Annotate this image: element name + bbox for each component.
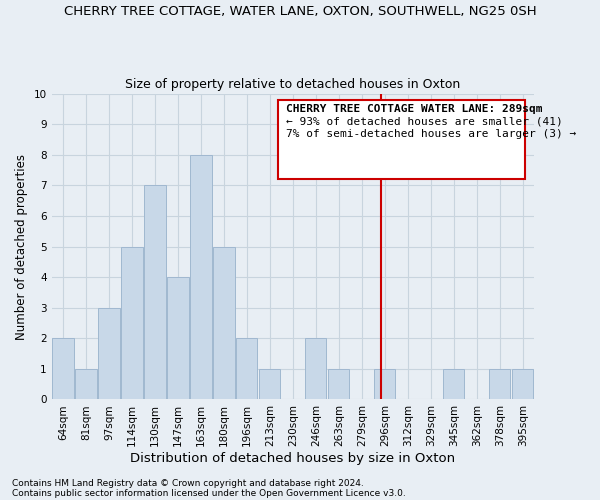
Bar — [305, 338, 326, 400]
Bar — [236, 338, 257, 400]
Text: CHERRY TREE COTTAGE, WATER LANE, OXTON, SOUTHWELL, NG25 0SH: CHERRY TREE COTTAGE, WATER LANE, OXTON, … — [64, 5, 536, 18]
Bar — [76, 369, 97, 400]
Text: Contains HM Land Registry data © Crown copyright and database right 2024.: Contains HM Land Registry data © Crown c… — [12, 478, 364, 488]
Bar — [52, 338, 74, 400]
Bar — [374, 369, 395, 400]
Text: Contains public sector information licensed under the Open Government Licence v3: Contains public sector information licen… — [12, 488, 406, 498]
Bar — [145, 186, 166, 400]
Title: Size of property relative to detached houses in Oxton: Size of property relative to detached ho… — [125, 78, 461, 91]
Bar — [190, 154, 212, 400]
Text: ← 93% of detached houses are smaller (41): ← 93% of detached houses are smaller (41… — [286, 116, 562, 126]
Bar — [98, 308, 119, 400]
Text: CHERRY TREE COTTAGE WATER LANE: 289sqm: CHERRY TREE COTTAGE WATER LANE: 289sqm — [286, 104, 542, 115]
Text: 7% of semi-detached houses are larger (3) →: 7% of semi-detached houses are larger (3… — [286, 128, 576, 138]
Bar — [489, 369, 511, 400]
X-axis label: Distribution of detached houses by size in Oxton: Distribution of detached houses by size … — [130, 452, 455, 465]
FancyBboxPatch shape — [278, 100, 524, 179]
Bar — [512, 369, 533, 400]
Y-axis label: Number of detached properties: Number of detached properties — [15, 154, 28, 340]
Bar — [121, 246, 143, 400]
Bar — [443, 369, 464, 400]
Bar — [259, 369, 280, 400]
Bar — [167, 277, 188, 400]
Bar — [328, 369, 349, 400]
Bar — [214, 246, 235, 400]
